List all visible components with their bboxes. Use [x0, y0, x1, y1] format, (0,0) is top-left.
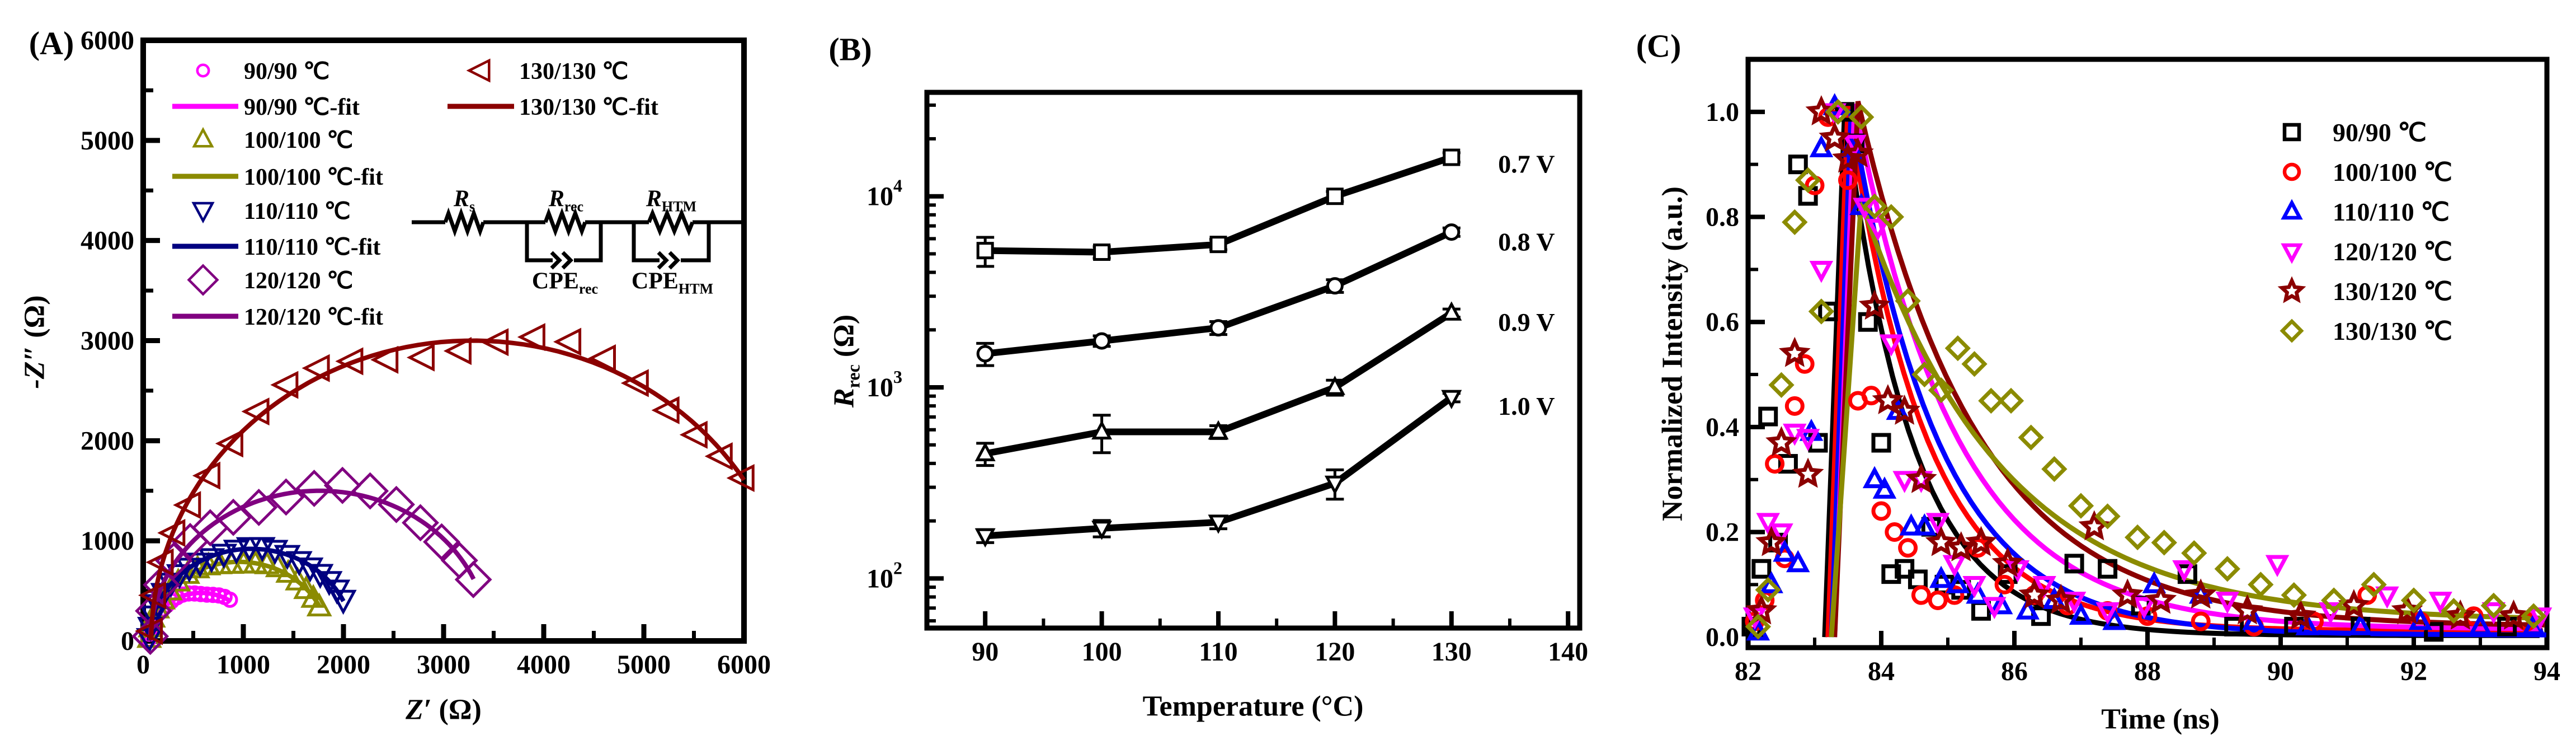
panel-a-xtick-label: 1000 — [216, 650, 270, 680]
panel-b-ylabel-unit: (Ω) — [828, 314, 860, 365]
panel-b-series-0.8 V: 0.8 V — [976, 223, 1555, 367]
panel-a-xlabel-var: Z′ — [406, 694, 432, 726]
panel-b-ytick-label: 102 — [866, 558, 902, 593]
panel-c-xtick-label: 86 — [2001, 657, 2028, 686]
panel-b-letter: (B) — [828, 31, 872, 68]
legend-a-fit-label: 100/100 ℃-fit — [244, 165, 383, 190]
panel-a-ytick-label: 2000 — [81, 426, 134, 456]
legend-a-fit-label: 120/120 ℃-fit — [244, 305, 383, 330]
panel-b-ylabel-var: R — [828, 388, 860, 408]
panel-c-ytick-label: 1.0 — [1706, 97, 1739, 127]
panel-a-xtick-label: 2000 — [317, 650, 370, 680]
panel-a-ytick-label: 6000 — [81, 26, 134, 55]
panel-c-xlabel: Time (ns) — [2101, 703, 2220, 736]
circuit-label-cperec: CPErec — [531, 268, 599, 297]
circuit-label-cpehtm: CPEHTM — [631, 268, 714, 297]
legend-c-label: 130/120 ℃ — [2333, 277, 2452, 306]
panel-c-legend: 90/90 ℃ 100/100 ℃ 110/110 ℃ 120/120 ℃ 130/12… — [2277, 118, 2452, 345]
panel-b-xtick-label: 110 — [1199, 637, 1237, 667]
panel-c-xtick-label: 84 — [1868, 657, 1895, 686]
panel-c-scatter-130/130 ℃ — [1745, 99, 2547, 640]
panel-c-ytick-label: 0.4 — [1706, 413, 1739, 442]
panel-c-letter: (C) — [1636, 27, 1682, 64]
panel-c-xtick-label: 82 — [1735, 657, 1762, 686]
panel-b-xtick-label: 130 — [1431, 637, 1472, 667]
panel-a-ylabel: -Z″ (Ω) — [18, 295, 51, 388]
panel-a-ylabel-var: -Z″ — [18, 345, 51, 389]
panel-b-series-0.7 V: 0.7 V — [976, 148, 1555, 268]
panel-a-xtick-label: 0 — [136, 650, 150, 680]
panel-a-xtick-label: 5000 — [617, 650, 671, 680]
panel-c-ytick-label: 0.6 — [1706, 307, 1739, 337]
panel-a-xlabel: Z′ (Ω) — [406, 694, 482, 727]
panel-a: 0 1000 2000 3000 4000 5000 6000 0 1000 2000 3000 40… — [81, 26, 771, 680]
panel-a-ytick-label: 5000 — [81, 126, 134, 156]
legend-c-label: 90/90 ℃ — [2333, 118, 2427, 147]
legend-c-label: 120/120 ℃ — [2333, 237, 2452, 266]
legend-c-label: 110/110 ℃ — [2333, 198, 2450, 226]
panel-b-series-label: 1.0 V — [1498, 392, 1555, 420]
circuit-label-rrec: Rrec — [548, 186, 584, 215]
panel-c-ytick-label: 0.2 — [1706, 518, 1739, 547]
legend-a-label: 90/90 ℃ — [244, 59, 329, 85]
panel-a-xlabel-unit: (Ω) — [431, 694, 482, 726]
panel-c-ytick-label: 0.8 — [1706, 203, 1739, 232]
legend-a-label: 130/130 ℃ — [519, 59, 628, 85]
panel-a-ticks: 0 1000 2000 3000 4000 5000 6000 0 1000 2000 3000 40… — [81, 26, 771, 680]
panel-c-xtick-label: 88 — [2134, 657, 2161, 686]
legend-a-fit-label: 130/130 ℃-fit — [519, 95, 658, 120]
legend-a-fit-label: 110/110 ℃-fit — [244, 235, 380, 260]
panel-a-series-130/130 ℃ — [135, 323, 755, 645]
panel-a-xtick-label: 4000 — [517, 650, 571, 680]
panel-b-series-label: 0.8 V — [1498, 227, 1555, 256]
panel-b-ytick-label: 103 — [866, 367, 902, 402]
panel-b-ylabel: Rrec (Ω) — [827, 315, 864, 408]
legend-c-label: 130/130 ℃ — [2333, 317, 2452, 345]
panel-c-ytick-label: 0.0 — [1706, 622, 1739, 652]
panel-b-xtick-label: 90 — [972, 637, 999, 667]
panel-b-ytick-label: 104 — [866, 176, 902, 212]
circuit-label-rhtm: RHTM — [646, 186, 697, 215]
legend-a-label: 110/110 ℃ — [244, 199, 351, 224]
panel-a-ylabel-unit: (Ω) — [18, 295, 51, 345]
legend-c-label: 100/100 ℃ — [2333, 158, 2452, 186]
panel-c-xtick-label: 94 — [2533, 657, 2560, 686]
panel-a-ytick-label: 0 — [121, 626, 134, 656]
panel-a-letter: (A) — [29, 25, 74, 62]
circuit-inset — [412, 207, 743, 270]
fit-line — [149, 338, 746, 640]
panel-a-xtick-label: 6000 — [717, 650, 771, 680]
circuit-label-rs: Rs — [453, 186, 475, 215]
legend-a-label: 120/120 ℃ — [244, 268, 353, 294]
panel-b-xtick-label: 120 — [1315, 637, 1355, 667]
panel-b-xlabel: Temperature (°C) — [1142, 690, 1364, 723]
panel-a-xtick-label: 3000 — [417, 650, 470, 680]
panel-a-series-120/120 ℃ — [131, 466, 492, 655]
panel-c-xtick-label: 92 — [2400, 657, 2427, 686]
panel-b-ticks: 90 100 110 120 130 140 102 103 104 — [866, 103, 1588, 667]
panel-b-ylabel-sub: rec — [843, 364, 864, 388]
panel-b-series-label: 0.9 V — [1498, 308, 1555, 336]
panel-c-scatter-90/90 ℃ — [1741, 102, 2517, 642]
panel-a-ytick-label: 1000 — [81, 526, 134, 556]
panel-a-ytick-label: 3000 — [81, 326, 134, 356]
legend-a-label: 100/100 ℃ — [244, 128, 353, 153]
panel-a-ytick-label: 4000 — [81, 226, 134, 256]
panel-a-legend: 90/90 ℃ 90/90 ℃-fit 100/100 ℃ 100/100 ℃-fit… — [172, 58, 658, 330]
panel-b-xtick-label: 140 — [1548, 637, 1588, 667]
legend-a-fit-label: 90/90 ℃-fit — [244, 95, 360, 120]
panel-c-ylabel: Normalized Intensity (a.u.) — [1656, 186, 1689, 521]
panel-b-series-1.0 V: 1.0 V — [974, 390, 1555, 548]
panel-b-xtick-label: 100 — [1082, 637, 1122, 667]
panel-c-xtick-label: 90 — [2267, 657, 2294, 686]
panel-c: 82 84 86 88 90 92 94 0.0 0.2 0.4 0.6 0.8 1.0 90/90 ℃ 1… — [1706, 57, 2560, 686]
panel-b-series-0.9 V: 0.9 V — [974, 301, 1555, 467]
panel-b-series-label: 0.7 V — [1498, 150, 1555, 179]
panel-c-ticks: 82 84 86 88 90 92 94 0.0 0.2 0.4 0.6 0.8 1.0 — [1706, 97, 2560, 686]
panel-b: 90 100 110 120 130 140 102 103 104 0.7 V 0.8 V 0.9 … — [866, 90, 1588, 667]
panel-c-scatter-130/120 ℃ — [1745, 95, 2530, 630]
